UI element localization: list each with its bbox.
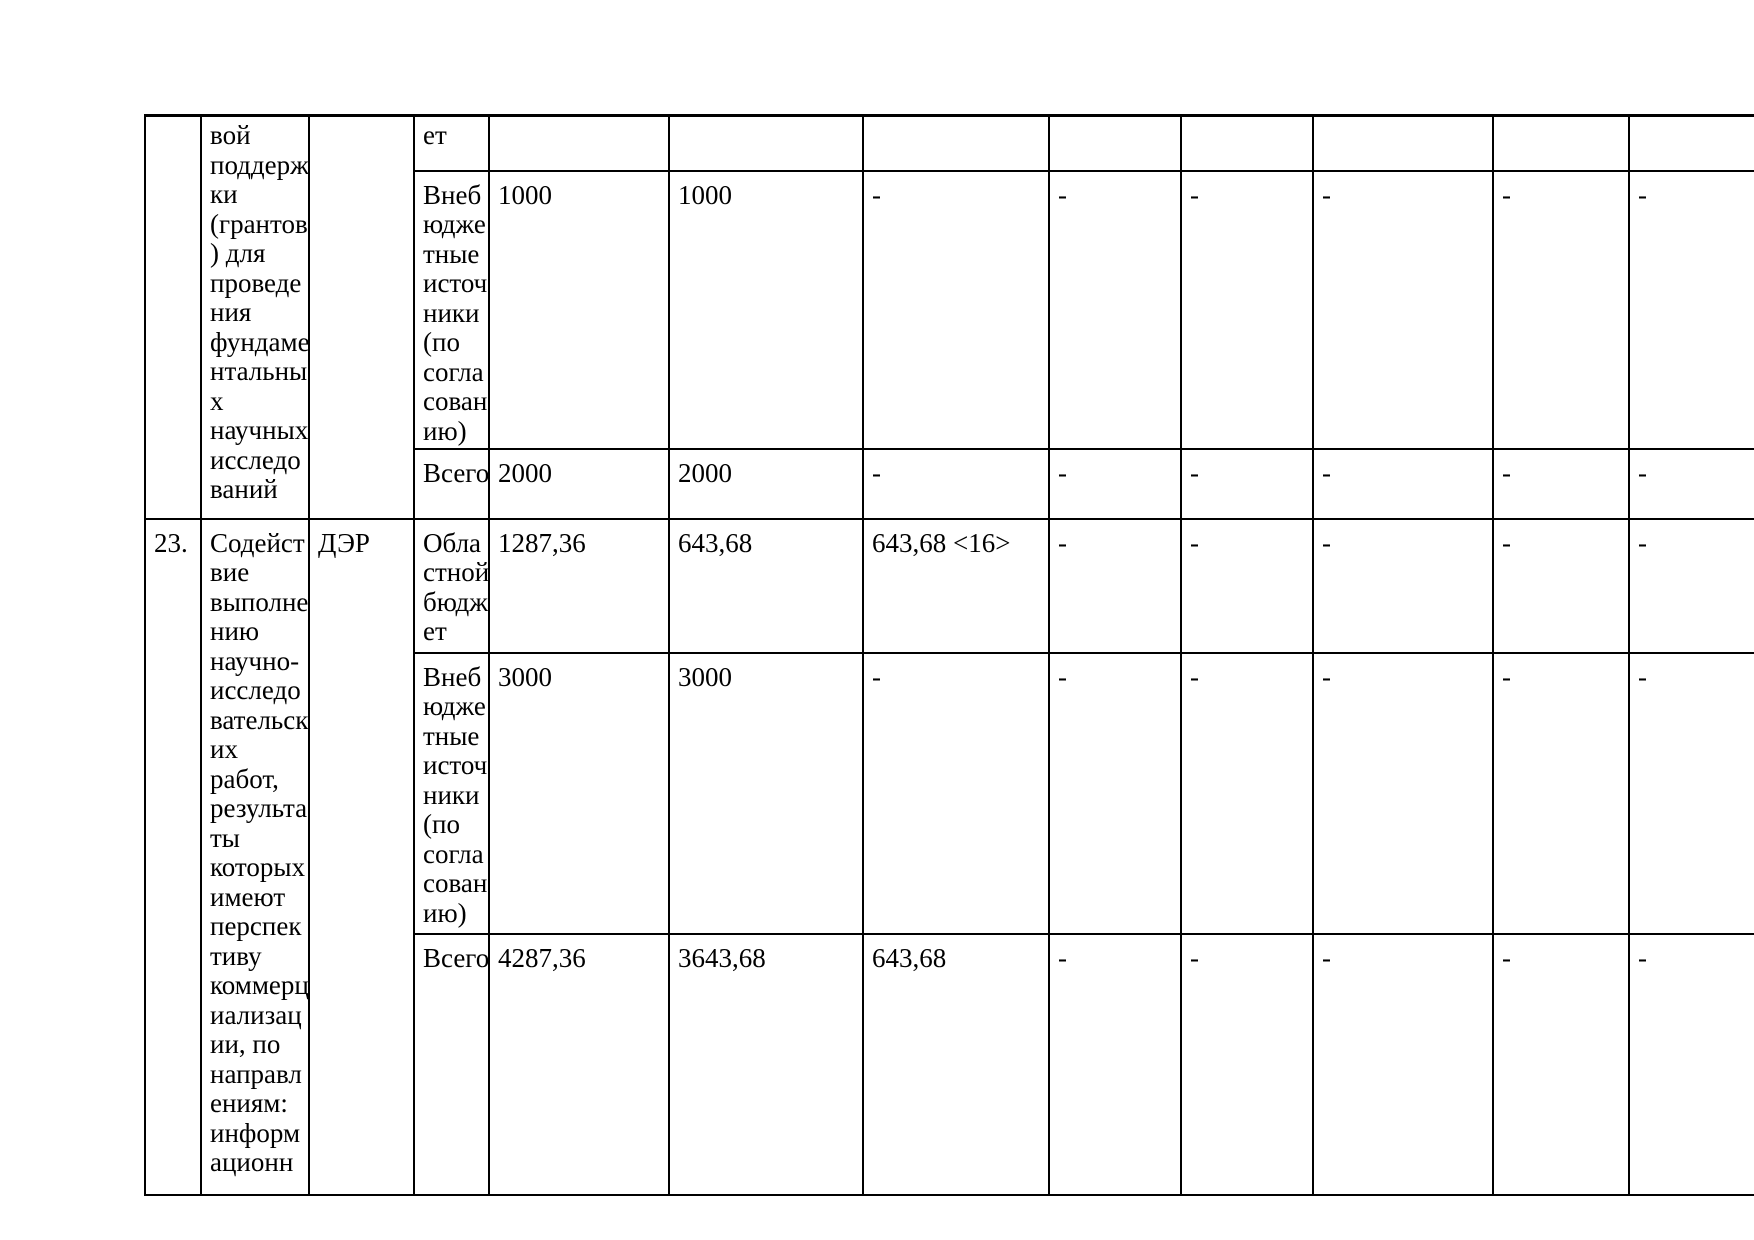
funding-source-cell: Всего [413, 932, 490, 1196]
value-cell [1180, 114, 1314, 172]
value-cell: - [1048, 651, 1182, 935]
value-cell: - [1180, 447, 1314, 520]
value-cell: 1000 [668, 169, 864, 450]
budget-table: вой поддерж ки (грантов ) для проведе ни… [144, 114, 1754, 1196]
value-cell: - [1492, 932, 1630, 1196]
value-cell: 3000 [668, 651, 864, 935]
value-cell: - [1048, 932, 1182, 1196]
funding-source-cell: Внеб юдже тные источ ники (по согла сова… [413, 651, 490, 935]
value-cell: - [1048, 447, 1182, 520]
funding-source-cell: ет [413, 114, 490, 172]
activity-description-cell: Содейст вие выполне нию научно- исследо … [200, 517, 310, 1196]
value-cell [1312, 114, 1494, 172]
value-cell: - [1492, 517, 1630, 654]
executor-cell: ДЭР [308, 517, 415, 1196]
value-cell [1048, 114, 1182, 172]
value-cell: 3000 [488, 651, 670, 935]
value-cell: - [1492, 447, 1630, 520]
value-cell: - [1048, 169, 1182, 450]
value-cell: - [1180, 517, 1314, 654]
value-cell: - [1628, 651, 1754, 935]
value-cell: - [1180, 932, 1314, 1196]
value-cell: - [1492, 651, 1630, 935]
value-cell: - [1312, 651, 1494, 935]
value-cell: - [1492, 169, 1630, 450]
value-cell: - [1180, 651, 1314, 935]
executor-cell [308, 114, 415, 520]
value-cell: 1287,36 [488, 517, 670, 654]
funding-source-cell: Внеб юдже тные источ ники (по согла сова… [413, 169, 490, 450]
value-cell [1628, 114, 1754, 172]
value-cell: - [862, 169, 1050, 450]
value-cell: 2000 [488, 447, 670, 520]
value-cell [1492, 114, 1630, 172]
value-cell: - [1628, 932, 1754, 1196]
value-cell [488, 114, 670, 172]
value-cell [668, 114, 864, 172]
value-cell: - [1628, 517, 1754, 654]
value-cell: - [1628, 169, 1754, 450]
funding-source-cell: Обла стной бюдж ет [413, 517, 490, 654]
value-cell: - [1312, 932, 1494, 1196]
value-cell: - [1312, 447, 1494, 520]
row-number-cell: 23. [144, 517, 202, 1196]
value-cell: - [1312, 517, 1494, 654]
value-cell: - [1312, 169, 1494, 450]
value-cell: 2000 [668, 447, 864, 520]
value-cell [862, 114, 1050, 172]
value-cell: - [1180, 169, 1314, 450]
activity-description-cell: вой поддерж ки (грантов ) для проведе ни… [200, 114, 310, 520]
value-cell: 643,68 [668, 517, 864, 654]
funding-source-cell: Всего [413, 447, 490, 520]
value-cell: 643,68 <16> [862, 517, 1050, 654]
value-cell: 3643,68 [668, 932, 864, 1196]
value-cell: - [1628, 447, 1754, 520]
row-number-cell [144, 114, 202, 520]
value-cell: - [862, 651, 1050, 935]
value-cell: - [1048, 517, 1182, 654]
value-cell: 643,68 [862, 932, 1050, 1196]
value-cell: 1000 [488, 169, 670, 450]
value-cell: - [862, 447, 1050, 520]
value-cell: 4287,36 [488, 932, 670, 1196]
